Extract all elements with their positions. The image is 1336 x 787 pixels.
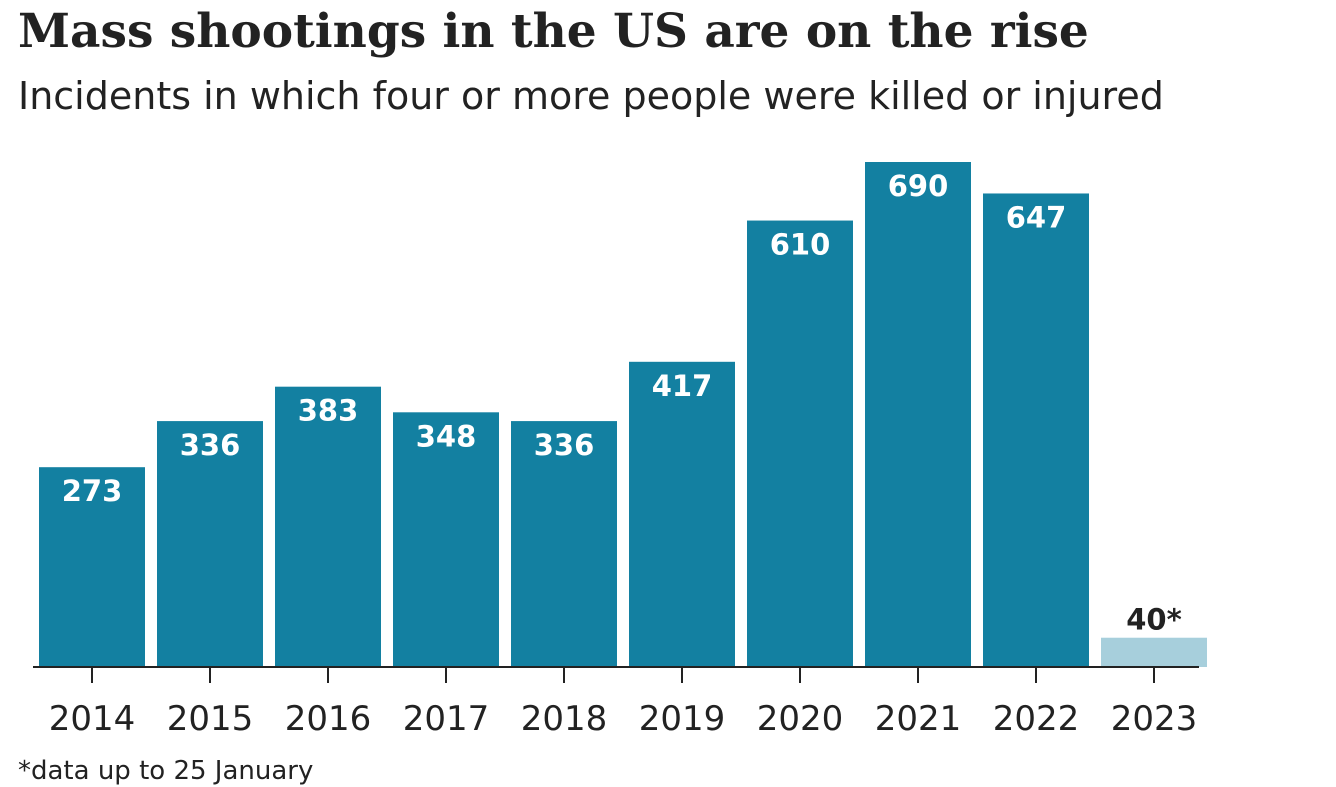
bars-group	[39, 162, 1207, 667]
value-label-2014: 273	[62, 474, 123, 508]
bar-2023	[1101, 637, 1207, 667]
bar-2016	[275, 386, 381, 667]
bar-2014	[39, 467, 145, 667]
value-label-2016: 383	[298, 394, 359, 428]
value-label-2019: 417	[652, 369, 713, 403]
value-label-2015: 336	[180, 428, 241, 462]
x-tick-label-2022: 2022	[993, 699, 1080, 739]
x-tick-label-2014: 2014	[49, 699, 136, 739]
value-label-2020: 610	[770, 228, 831, 262]
bar-2018	[511, 421, 617, 667]
bar-2019	[629, 361, 735, 667]
x-tick-label-2020: 2020	[757, 699, 844, 739]
value-labels-group: 273 336 383 348 336 417 610 690 647 40*	[62, 169, 1182, 637]
chart-subtitle: Incidents in which four or more people w…	[18, 74, 1164, 118]
x-tick-label-2023: 2023	[1111, 699, 1198, 739]
x-ticks-group	[91, 667, 1155, 683]
bar-2017	[393, 412, 499, 667]
x-tick-label-2018: 2018	[521, 699, 608, 739]
value-label-2018: 336	[534, 428, 595, 462]
bar-2015	[157, 421, 263, 667]
x-tick-label-2017: 2017	[403, 699, 490, 739]
x-tick-label-2016: 2016	[285, 699, 372, 739]
value-label-2021: 690	[888, 169, 949, 203]
x-tick-label-2021: 2021	[875, 699, 962, 739]
bar-2020	[747, 220, 853, 667]
value-label-2022: 647	[1006, 200, 1067, 234]
x-tick-label-2019: 2019	[639, 699, 726, 739]
value-label-2023: 40*	[1126, 603, 1182, 637]
bar-2021	[865, 162, 971, 667]
x-tick-label-2015: 2015	[167, 699, 254, 739]
bar-2022	[983, 193, 1089, 667]
x-tick-labels-group: 2014 2015 2016 2017 2018 2019 2020 2021 2022 2023	[49, 699, 1198, 739]
value-label-2017: 348	[416, 419, 477, 453]
chart-title: Mass shootings in the US are on the rise	[18, 4, 1089, 59]
